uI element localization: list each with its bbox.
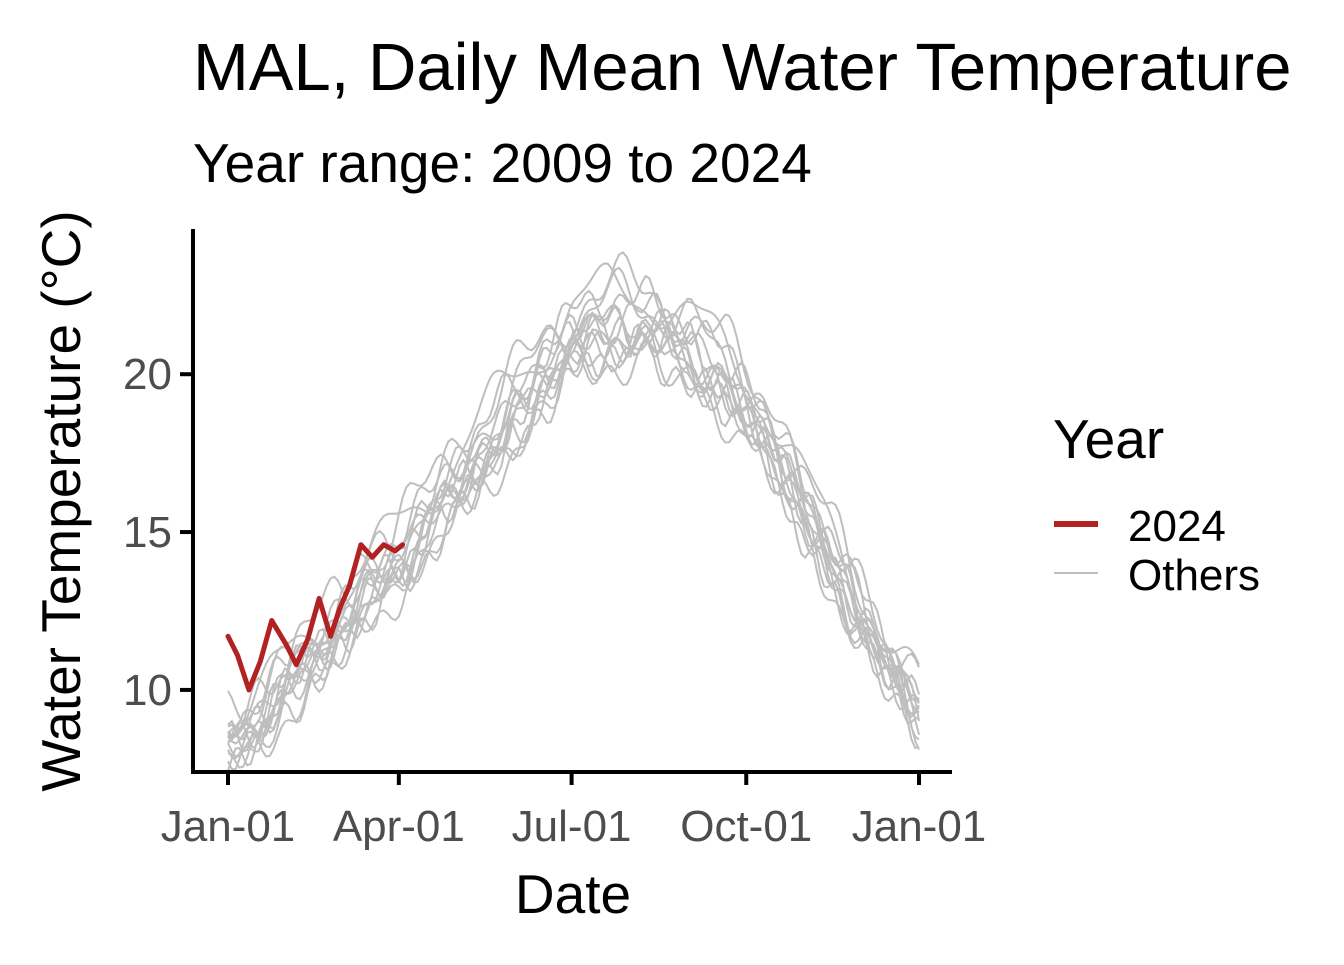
x-axis-ticks: Jan-01 Apr-01 Jul-01 Oct-01 Jan-01 [161,772,987,851]
series-others-line [227,308,920,760]
series-others-line [227,304,920,738]
x-tick-label: Oct-01 [680,802,812,851]
y-axis-title: Water Temperature (°C) [30,210,92,791]
series-others-line [227,251,920,724]
legend-label-others: Others [1128,551,1260,600]
x-axis-title: Date [515,863,631,925]
legend-label-2024: 2024 [1128,502,1226,551]
series-others-line [227,311,920,750]
series-2024-group [225,542,406,693]
series-others-line [227,327,920,769]
legend-title: Year [1053,408,1164,470]
series-others-line [227,315,920,750]
x-tick-label: Jan-01 [161,802,296,851]
series-others-line [227,292,920,735]
series-2024-line [225,542,406,693]
series-others-line [227,262,920,743]
y-tick-label: 10 [123,666,172,715]
chart-title: MAL, Daily Mean Water Temperature [193,30,1291,105]
x-tick-label: Jul-01 [512,802,632,851]
series-others-line [227,318,920,772]
y-tick-label: 20 [123,350,172,399]
others-series-group [227,251,920,772]
legend: Year 2024 Others [1053,408,1260,600]
y-axis-ticks: 10 15 20 [123,350,193,715]
chart-subtitle: Year range: 2009 to 2024 [193,132,812,194]
plot-area [225,251,920,772]
y-tick-label: 15 [123,508,172,557]
x-tick-label: Jan-01 [852,802,987,851]
x-tick-label: Apr-01 [333,802,465,851]
